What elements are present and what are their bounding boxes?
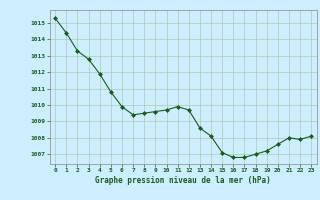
X-axis label: Graphe pression niveau de la mer (hPa): Graphe pression niveau de la mer (hPa) bbox=[95, 176, 271, 185]
